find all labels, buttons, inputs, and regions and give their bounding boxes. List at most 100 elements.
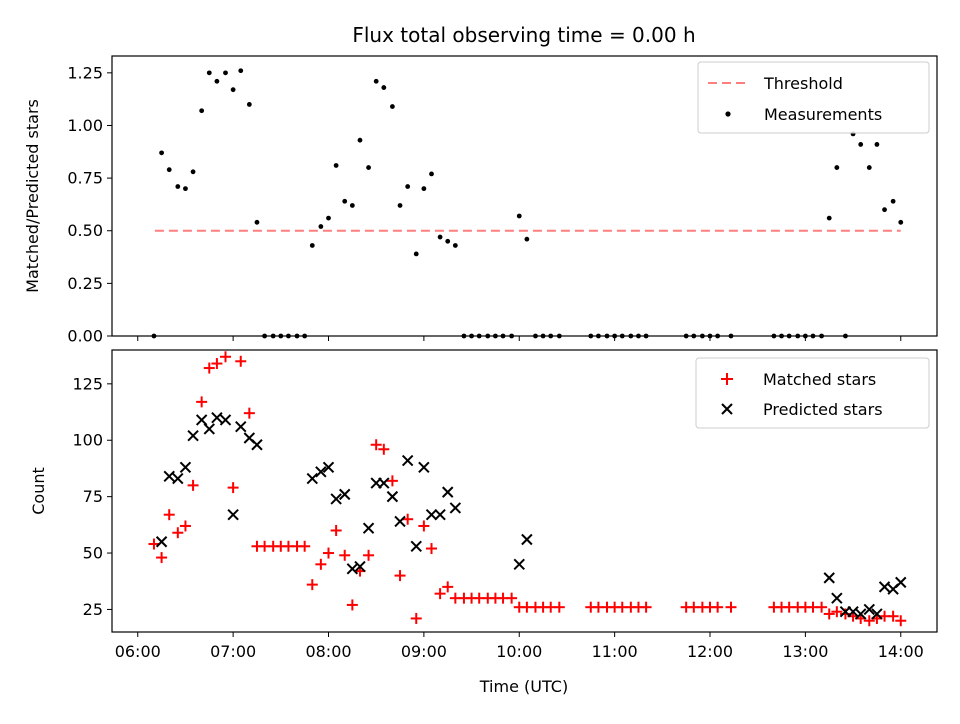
top-y-tick-label: 0.25 — [67, 274, 103, 293]
measurement-point — [318, 224, 324, 229]
measurement-point — [254, 219, 260, 225]
matched-star-point — [163, 509, 175, 521]
matched-star-point — [196, 396, 208, 408]
measurement-point — [183, 186, 188, 192]
predicted-star-point — [394, 515, 406, 528]
bottom-x-ticks: 06:00 07:00 08:00 09:00 10:00 11:00 12:00 13:00… — [115, 632, 924, 661]
measurement-point — [683, 333, 689, 339]
matched-star-point — [816, 601, 828, 613]
predicted-stars-series — [155, 411, 907, 620]
measurement-point — [175, 184, 181, 189]
matched-star-point — [426, 543, 438, 555]
matched-star-point — [442, 581, 454, 593]
matched-star-point — [330, 524, 342, 536]
matched-star-point — [434, 588, 446, 600]
measurement-point — [882, 207, 887, 213]
measurement-point — [619, 333, 625, 339]
measurement-point — [397, 203, 403, 208]
top-legend-box — [697, 61, 930, 134]
x-tick-label: 13:00 — [782, 642, 828, 661]
bottom-panel: 25 50 75 100 125 06:00 07:00 08:00 09:00 10:00 11… — [29, 349, 938, 696]
x-tick-label: 08:00 — [305, 642, 351, 661]
measurement-point — [596, 333, 601, 339]
measurement-point — [390, 104, 395, 109]
measurement-point — [890, 198, 896, 204]
bottom-legend-box — [695, 357, 930, 429]
matched-star-point — [243, 407, 255, 419]
predicted-star-point — [362, 522, 375, 534]
predicted-star-point — [251, 439, 263, 451]
x-tick-label: 06:00 — [115, 642, 161, 661]
measurement-point — [699, 333, 705, 339]
measurement-point — [230, 87, 236, 93]
measurement-point — [628, 333, 634, 339]
predicted-star-point — [513, 558, 525, 571]
top-y-ticks: 0.00 0.25 0.50 0.75 1.00 1.25 — [67, 63, 112, 346]
legend-predicted-label: Predicted stars — [763, 400, 883, 419]
bottom-y-axis-label: Count — [29, 467, 48, 515]
predicted-star-point — [410, 540, 422, 552]
measurement-point — [469, 333, 474, 339]
matched-star-point — [887, 610, 899, 622]
measurement-point — [445, 238, 451, 244]
matched-star-point — [378, 443, 390, 455]
measurement-point — [349, 203, 355, 208]
top-y-tick-label: 0.75 — [67, 169, 103, 188]
measurement-point — [540, 333, 546, 339]
predicted-star-point — [434, 508, 446, 521]
measurement-point — [858, 142, 864, 147]
measurement-point — [452, 243, 458, 248]
measurement-point — [509, 333, 515, 339]
measurement-point — [381, 85, 387, 90]
top-y-tick-label: 0.50 — [67, 221, 103, 240]
predicted-star-point — [155, 536, 168, 548]
bottom-y-tick-label: 125 — [72, 374, 103, 393]
bottom-y-tick-label: 50 — [83, 544, 103, 563]
matched-star-point — [410, 612, 422, 624]
measurement-point — [556, 333, 562, 339]
matched-star-point — [306, 579, 318, 591]
predicted-star-point — [187, 430, 199, 442]
measurement-point — [421, 186, 427, 192]
predicted-star-point — [425, 508, 438, 521]
predicted-star-point — [163, 470, 175, 483]
top-y-tick-label: 1.25 — [67, 63, 103, 82]
measurement-point — [643, 333, 649, 339]
measurement-point — [516, 213, 522, 219]
measurement-point — [493, 333, 498, 339]
bottom-y-ticks: 25 50 75 100 125 — [72, 374, 112, 619]
figure-title: Flux total observing time = 0.00 h — [352, 23, 695, 47]
measurement-point — [728, 333, 734, 339]
predicted-star-point — [442, 486, 454, 498]
matched-star-point — [386, 475, 398, 487]
matched-star-point — [323, 547, 335, 559]
predicted-star-point — [378, 477, 390, 489]
legend-matched-swatch — [721, 373, 733, 385]
measurement-point — [286, 333, 291, 339]
predicted-star-point — [339, 488, 351, 501]
measurement-point — [874, 142, 880, 147]
measurement-point — [533, 333, 538, 339]
legend-predicted-swatch — [721, 403, 733, 415]
matched-star-point — [640, 601, 652, 613]
measurement-point — [206, 70, 212, 76]
bottom-y-tick-label: 100 — [72, 431, 103, 450]
x-tick-label: 14:00 — [878, 642, 924, 661]
matched-star-point — [346, 599, 358, 611]
matched-star-point — [823, 608, 835, 620]
matched-star-point — [863, 615, 875, 627]
measurement-point — [834, 165, 840, 170]
predicted-star-point — [203, 423, 215, 435]
measurement-point — [485, 333, 491, 339]
measurement-point — [262, 333, 268, 339]
matched-star-point — [219, 351, 231, 363]
x-tick-label: 12:00 — [687, 642, 733, 661]
measurement-point — [810, 333, 816, 339]
x-axis-label: Time (UTC) — [479, 677, 568, 696]
matched-star-point — [402, 513, 414, 525]
predicted-star-point — [330, 493, 342, 505]
top-y-tick-label: 0.00 — [67, 327, 103, 346]
predicted-star-point — [863, 603, 875, 616]
predicted-star-point — [172, 472, 184, 485]
